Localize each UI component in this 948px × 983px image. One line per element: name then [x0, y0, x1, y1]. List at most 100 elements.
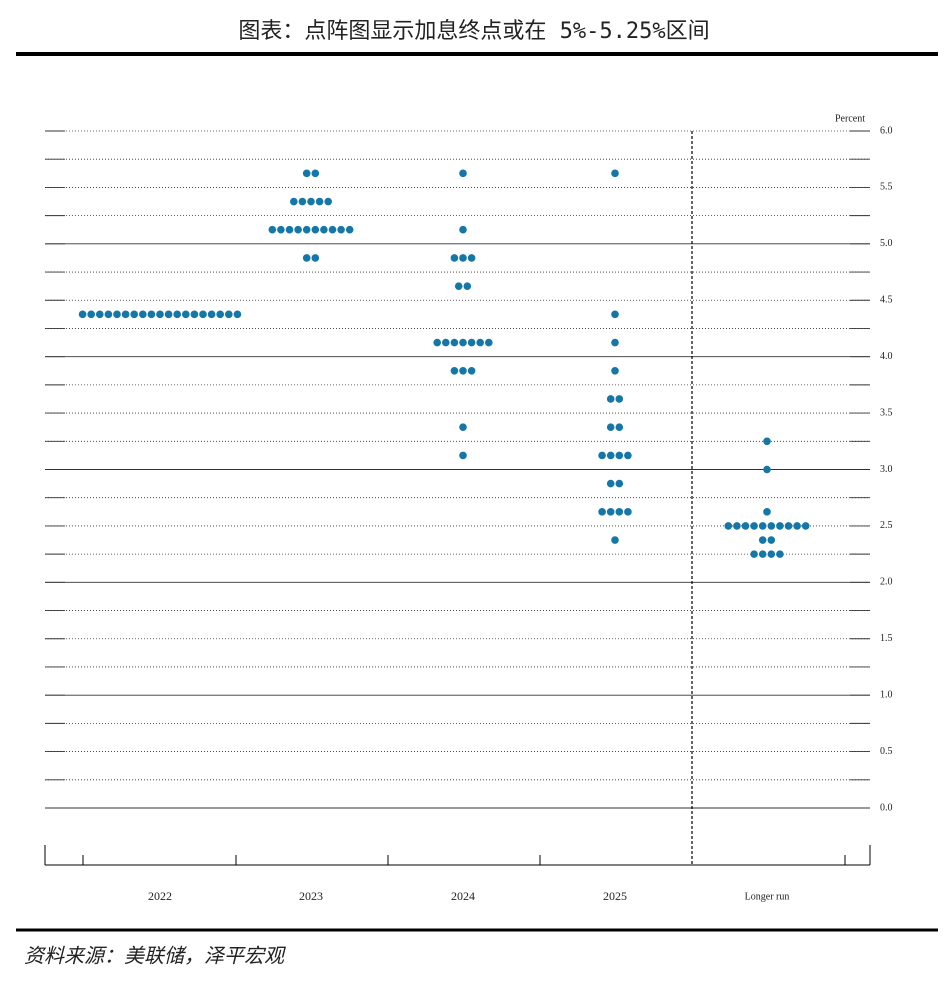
dot-group	[763, 465, 771, 474]
dot	[104, 310, 113, 319]
x-tick-label: 2023	[299, 889, 323, 903]
dot	[767, 522, 776, 530]
dot	[611, 536, 619, 544]
dot	[207, 310, 216, 319]
y-tick-label: 0.0	[880, 802, 893, 813]
dot	[285, 225, 294, 234]
dot-group	[611, 366, 619, 375]
dot	[758, 550, 767, 558]
dot	[615, 423, 624, 431]
dot	[767, 550, 776, 558]
dot-group	[290, 197, 333, 206]
dot	[450, 254, 459, 262]
dot	[320, 225, 328, 234]
y-tick-label: 4.5	[880, 295, 893, 306]
dot	[450, 338, 459, 347]
dot	[182, 310, 190, 319]
y-tick-label: 1.5	[880, 633, 893, 644]
dot	[776, 522, 784, 530]
dot	[130, 310, 138, 319]
dot-group	[268, 225, 354, 234]
dot	[767, 536, 776, 544]
dot	[442, 338, 450, 347]
dot	[315, 197, 324, 206]
dot	[733, 522, 741, 530]
dot-group	[763, 437, 771, 446]
dot	[750, 522, 758, 530]
dot	[467, 366, 476, 375]
dot	[763, 508, 771, 516]
dot	[298, 197, 307, 206]
dot	[199, 310, 207, 319]
dot-group	[763, 508, 771, 516]
chart-title: 图表：点阵图显示加息终点或在 5%-5.25%区间	[238, 19, 709, 44]
dot-group	[450, 366, 476, 375]
dot	[611, 366, 619, 375]
dot	[459, 225, 467, 234]
dot-group	[433, 338, 493, 347]
dot	[311, 169, 320, 178]
dot-group	[302, 169, 320, 178]
dot-group	[606, 423, 624, 431]
dot	[216, 310, 224, 319]
dot	[345, 225, 354, 234]
dot	[606, 508, 615, 516]
dot	[606, 451, 615, 460]
dot	[615, 479, 624, 488]
dot	[758, 522, 767, 530]
dot-group	[611, 169, 619, 178]
dot	[758, 536, 767, 544]
dot-group	[758, 536, 776, 544]
y-tick-label: 6.0	[880, 125, 893, 136]
dot	[307, 197, 315, 206]
dot	[741, 522, 750, 530]
dot	[173, 310, 181, 319]
dot-group	[454, 282, 472, 290]
dot	[606, 423, 615, 431]
dot-group	[459, 451, 467, 460]
dot	[459, 254, 467, 262]
dot	[290, 197, 298, 206]
dot-group	[606, 479, 624, 488]
dot	[611, 338, 619, 347]
dot-group	[724, 522, 810, 530]
dot-group	[611, 338, 619, 347]
y-tick-label: 2.0	[880, 577, 893, 588]
dot	[233, 310, 242, 319]
dot	[459, 169, 467, 178]
dot-group	[450, 254, 476, 262]
source: 资料来源：美联储，泽平宏观	[24, 944, 286, 968]
dot-group	[302, 254, 320, 262]
y-tick-label: 0.5	[880, 746, 893, 757]
dot	[801, 522, 810, 530]
y-tick-label: 1.0	[880, 689, 893, 700]
dot	[113, 310, 121, 319]
dot	[78, 310, 87, 319]
dot	[624, 451, 632, 460]
dot	[793, 522, 801, 530]
x-tick-label: Longer run	[745, 891, 790, 902]
x-tick-label: 2022	[148, 889, 172, 903]
dot	[763, 465, 771, 474]
dot	[302, 254, 311, 262]
dot-group	[459, 423, 467, 431]
y-tick-label: 4.0	[880, 351, 893, 362]
dot-group	[750, 550, 784, 558]
dot	[302, 225, 311, 234]
dot-group	[78, 310, 242, 319]
dot	[311, 254, 320, 262]
x-tick-label: 2025	[603, 889, 627, 903]
dot	[476, 338, 485, 347]
dot	[467, 254, 476, 262]
dot	[433, 338, 442, 347]
dot-group	[459, 225, 467, 234]
y-tick-label: 5.5	[880, 182, 893, 193]
dot	[459, 338, 467, 347]
x-tick-label: 2024	[451, 889, 475, 903]
dot-group	[598, 508, 632, 516]
dot	[624, 508, 632, 516]
dot-group	[598, 451, 632, 460]
dot	[164, 310, 173, 319]
dot	[96, 310, 104, 319]
dot	[463, 282, 472, 290]
